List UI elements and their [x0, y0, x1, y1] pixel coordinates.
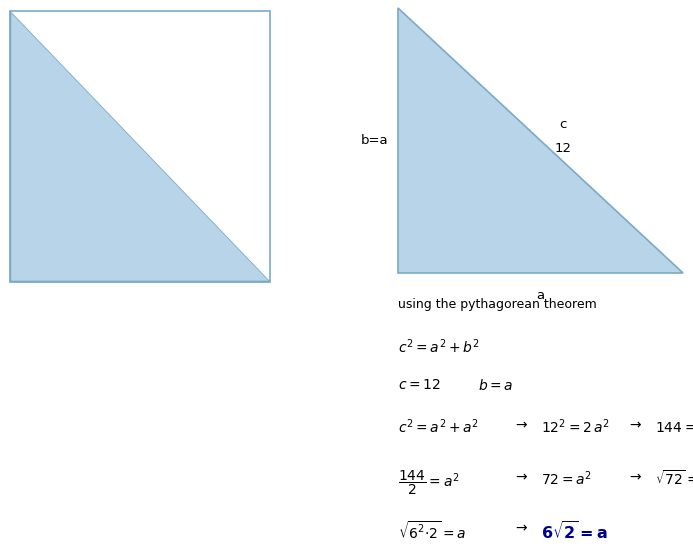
Text: $\rightarrow$: $\rightarrow$: [513, 469, 529, 483]
Text: $72=a^2$: $72=a^2$: [541, 469, 592, 487]
Text: $\rightarrow$: $\rightarrow$: [627, 417, 643, 431]
Text: b=a: b=a: [360, 134, 388, 147]
Polygon shape: [10, 11, 270, 282]
Text: $\dfrac{144}{2}=a^2$: $\dfrac{144}{2}=a^2$: [398, 469, 460, 497]
Text: $b=a$: $b=a$: [478, 378, 514, 392]
Text: $\sqrt{72}=a$: $\sqrt{72}=a$: [655, 469, 693, 488]
Polygon shape: [398, 8, 683, 273]
Text: $\rightarrow$: $\rightarrow$: [627, 469, 643, 483]
Text: $144=2\,a^2$: $144=2\,a^2$: [655, 417, 693, 436]
Text: $\sqrt{6^2{\cdot}2}=a$: $\sqrt{6^2{\cdot}2}=a$: [398, 521, 466, 543]
Text: 12: 12: [555, 142, 572, 155]
Text: $c=12$: $c=12$: [398, 378, 441, 391]
Text: $\rightarrow$: $\rightarrow$: [513, 417, 529, 431]
Text: $c^2=a^2+b^2$: $c^2=a^2+b^2$: [398, 338, 480, 357]
Text: using the pythagorean theorem: using the pythagorean theorem: [398, 298, 597, 311]
Polygon shape: [10, 11, 270, 282]
Text: a: a: [536, 289, 545, 302]
Text: $\mathbf{6\sqrt{2}=a}$: $\mathbf{6\sqrt{2}=a}$: [541, 521, 608, 543]
Text: $\rightarrow$: $\rightarrow$: [513, 521, 529, 535]
Text: $12^2=2\,a^2$: $12^2=2\,a^2$: [541, 417, 609, 436]
Text: $c^2=a^2+a^2$: $c^2=a^2+a^2$: [398, 417, 480, 436]
Text: c: c: [559, 118, 567, 131]
